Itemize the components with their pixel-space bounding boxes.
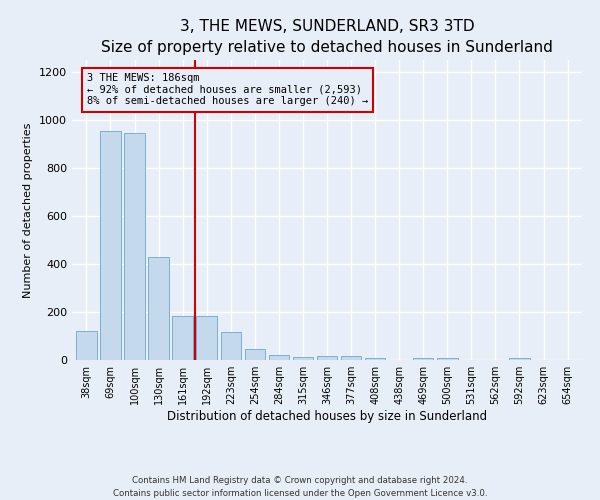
Bar xyxy=(509,358,530,360)
Bar xyxy=(76,331,97,360)
Bar xyxy=(293,357,313,360)
Bar xyxy=(437,358,458,360)
Bar xyxy=(269,355,289,360)
Bar xyxy=(341,356,361,360)
Y-axis label: Number of detached properties: Number of detached properties xyxy=(23,122,34,298)
X-axis label: Distribution of detached houses by size in Sunderland: Distribution of detached houses by size … xyxy=(167,410,487,423)
Text: Contains HM Land Registry data © Crown copyright and database right 2024.
Contai: Contains HM Land Registry data © Crown c… xyxy=(113,476,487,498)
Title: 3, THE MEWS, SUNDERLAND, SR3 3TD
Size of property relative to detached houses in: 3, THE MEWS, SUNDERLAND, SR3 3TD Size of… xyxy=(101,18,553,55)
Bar xyxy=(413,358,433,360)
Bar xyxy=(196,316,217,360)
Bar xyxy=(245,349,265,360)
Bar xyxy=(148,257,169,360)
Bar xyxy=(172,316,193,360)
Text: 3 THE MEWS: 186sqm
← 92% of detached houses are smaller (2,593)
8% of semi-detac: 3 THE MEWS: 186sqm ← 92% of detached hou… xyxy=(87,73,368,106)
Bar xyxy=(365,358,385,360)
Bar xyxy=(100,131,121,360)
Bar xyxy=(317,356,337,360)
Bar xyxy=(124,133,145,360)
Bar xyxy=(221,332,241,360)
